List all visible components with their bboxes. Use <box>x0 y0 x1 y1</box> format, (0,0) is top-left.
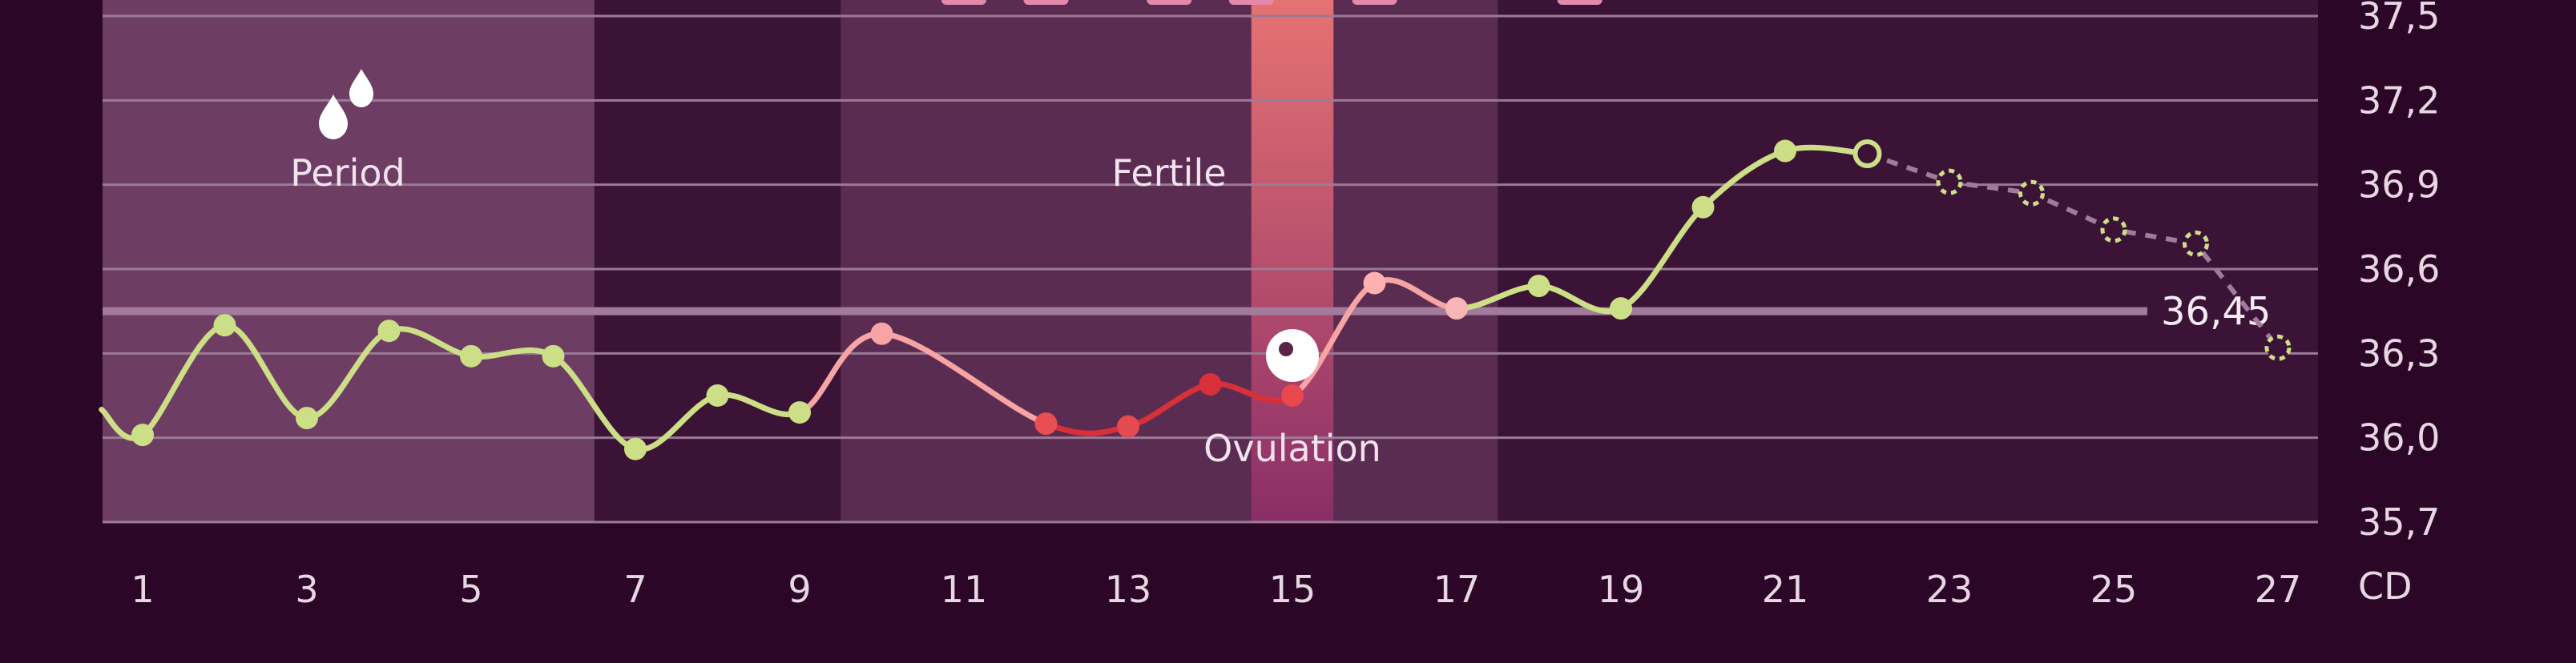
temperature-point[interactable] <box>788 401 811 424</box>
day-tag-mark <box>1352 0 1397 5</box>
bands <box>103 0 1498 522</box>
day-tag-mark <box>1557 0 1602 5</box>
day-tag-mark <box>1023 0 1069 5</box>
temperature-point[interactable] <box>1774 139 1796 163</box>
temperature-point[interactable] <box>131 424 154 447</box>
temperature-point[interactable] <box>1034 412 1058 436</box>
y-tick-label: 37,2 <box>2358 78 2440 122</box>
coverline-label: 36,45 <box>2161 290 2271 335</box>
temperature-point[interactable] <box>706 384 729 407</box>
predicted-point[interactable] <box>2264 334 2292 361</box>
temperature-point[interactable] <box>870 322 893 345</box>
x-tick-label: 1 <box>131 568 154 611</box>
temperature-point[interactable] <box>542 344 565 368</box>
temperature-point[interactable] <box>1363 271 1386 295</box>
temperature-point[interactable] <box>1117 415 1139 438</box>
band-labels: Period Fertile Ovulation <box>290 151 1381 470</box>
temperature-point[interactable] <box>1281 384 1304 407</box>
x-tick-label: 17 <box>1433 568 1481 611</box>
temperature-point[interactable] <box>1691 195 1715 219</box>
y-tick-labels: 37,5 37,2 36,9 36,6 36,3 36,0 35,7 <box>2358 0 2440 544</box>
y-tick-label: 36,9 <box>2358 163 2440 207</box>
temperature-point[interactable] <box>377 319 401 343</box>
x-tick-label: 3 <box>295 568 318 611</box>
temperature-line-segment <box>1618 204 1706 311</box>
y-tick-label: 36,3 <box>2358 332 2440 375</box>
x-tick-label: 13 <box>1105 568 1152 611</box>
temperature-point-today[interactable] <box>1852 139 1882 169</box>
temperature-point[interactable] <box>1199 372 1222 396</box>
droplets-icon <box>319 69 373 139</box>
x-tick-label: 19 <box>1598 568 1645 611</box>
period-band <box>103 0 595 522</box>
fertile-label: Fertile <box>1111 151 1226 195</box>
temperature-point[interactable] <box>213 314 236 337</box>
y-tick-label: 36,0 <box>2358 416 2440 460</box>
x-tick-label: 15 <box>1269 568 1316 611</box>
temperature-point[interactable] <box>624 437 647 460</box>
temperature-point[interactable] <box>460 344 482 368</box>
predicted-line <box>1866 151 2280 350</box>
day-tag-mark <box>1147 0 1192 5</box>
y-tick-label: 36,6 <box>2358 247 2440 291</box>
x-tick-label: 9 <box>788 568 811 611</box>
x-tick-label: 11 <box>941 568 988 611</box>
day-tag-mark <box>941 0 986 5</box>
ovulation-band <box>1251 0 1334 522</box>
y-tick-label: 37,5 <box>2358 0 2440 38</box>
temperature-point[interactable] <box>296 407 318 430</box>
y-tick-label: 35,7 <box>2358 500 2440 544</box>
x-tick-label: 27 <box>2255 568 2302 611</box>
ovulation-egg-icon <box>1266 329 1319 382</box>
predicted-temperature-line <box>1866 151 2280 350</box>
x-tick-label: 5 <box>459 568 482 611</box>
x-tick-labels: 1 3 5 7 9 11 13 15 17 19 21 23 25 27 <box>131 568 2301 611</box>
temperature-point[interactable] <box>1527 275 1550 298</box>
temperature-point[interactable] <box>1445 297 1468 320</box>
x-tick-label: 21 <box>1762 568 1809 611</box>
x-tick-label: 7 <box>623 568 647 611</box>
ovulation-label: Ovulation <box>1203 427 1381 470</box>
temperature-line-segment <box>879 331 1049 427</box>
predicted-point[interactable] <box>2183 230 2209 257</box>
predicted-point[interactable] <box>2100 216 2127 243</box>
fertile-band <box>841 0 1498 522</box>
coverline: 36,45 <box>103 290 2271 335</box>
day-tag-mark <box>1228 0 1274 5</box>
period-label: Period <box>290 151 405 195</box>
top-tags <box>941 0 1602 5</box>
temperature-point[interactable] <box>1610 297 1632 320</box>
x-tick-label: 23 <box>1926 568 1973 611</box>
temperature-line-segment <box>1289 280 1377 399</box>
predicted-point[interactable] <box>2018 179 2045 207</box>
data-points[interactable] <box>131 139 2292 460</box>
x-tick-label: 25 <box>2090 568 2138 611</box>
predicted-point[interactable] <box>1936 168 1963 195</box>
x-axis-label: CD <box>2358 565 2413 608</box>
